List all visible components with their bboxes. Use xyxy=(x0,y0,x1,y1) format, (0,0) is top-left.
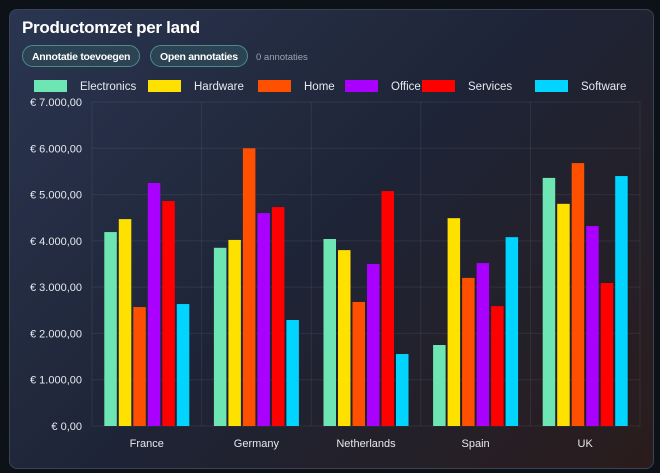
legend-swatch xyxy=(148,80,181,92)
bar-services-france xyxy=(162,201,175,426)
bar-hardware-spain xyxy=(447,218,461,426)
open-annotations-button[interactable]: Open annotaties xyxy=(150,45,248,67)
bar-office-netherlands xyxy=(367,264,380,426)
bar-hardware-uk xyxy=(557,203,570,426)
legend-swatch xyxy=(345,80,378,92)
y-tick-label: € 0,00 xyxy=(51,421,82,433)
legend-swatch xyxy=(422,80,455,92)
bar-services-uk xyxy=(600,282,614,426)
bar-office-spain xyxy=(476,263,490,426)
bar-software-germany xyxy=(286,320,299,426)
bar-electronics-germany xyxy=(213,247,227,426)
bar-home-netherlands xyxy=(352,301,365,426)
bar-electronics-france xyxy=(104,232,117,426)
legend-label: Electronics xyxy=(80,81,136,93)
bar-software-netherlands xyxy=(396,354,409,426)
bar-home-france xyxy=(133,307,146,426)
annotation-count: 0 annotaties xyxy=(256,52,308,63)
x-tick-label: France xyxy=(130,438,164,450)
legend-label: Services xyxy=(468,81,512,93)
legend-label: Office xyxy=(391,81,421,93)
x-tick-label: Germany xyxy=(234,438,280,450)
legend-label: Software xyxy=(581,81,626,93)
y-tick-label: € 5.000,00 xyxy=(30,190,82,202)
y-tick-label: € 4.000,00 xyxy=(30,236,82,248)
bar-hardware-netherlands xyxy=(338,250,351,426)
legend-swatch xyxy=(535,80,568,92)
legend-swatch xyxy=(258,80,291,92)
bar-electronics-uk xyxy=(542,177,556,426)
bar-home-germany xyxy=(242,148,256,427)
bar-home-spain xyxy=(462,277,475,426)
legend-swatch xyxy=(34,80,67,92)
bar-software-spain xyxy=(505,237,519,426)
x-tick-label: Spain xyxy=(462,438,490,450)
bar-hardware-germany xyxy=(228,239,241,426)
x-tick-label: UK xyxy=(578,438,594,450)
add-annotation-button[interactable]: Annotatie toevoegen xyxy=(22,45,141,67)
chart-title: Productomzet per land xyxy=(22,18,200,37)
y-tick-label: € 6.000,00 xyxy=(30,143,82,155)
bar-electronics-netherlands xyxy=(323,239,336,426)
legend-label: Hardware xyxy=(194,81,244,93)
bar-hardware-france xyxy=(118,219,132,426)
bar-office-germany xyxy=(257,213,270,426)
x-tick-label: Netherlands xyxy=(336,438,396,450)
bar-software-france xyxy=(176,304,190,426)
bar-services-spain xyxy=(491,306,504,426)
y-tick-label: € 7.000,00 xyxy=(30,97,82,109)
bar-electronics-spain xyxy=(433,345,446,426)
bar-services-germany xyxy=(271,207,285,426)
bar-services-netherlands xyxy=(381,191,394,426)
y-tick-label: € 2.000,00 xyxy=(30,328,82,340)
bar-software-uk xyxy=(615,176,628,426)
bar-home-uk xyxy=(571,163,585,426)
bar-office-uk xyxy=(586,226,599,426)
bar-office-france xyxy=(147,183,161,426)
y-tick-label: € 3.000,00 xyxy=(30,282,82,294)
legend-label: Home xyxy=(304,81,335,93)
y-tick-label: € 1.000,00 xyxy=(30,375,82,387)
